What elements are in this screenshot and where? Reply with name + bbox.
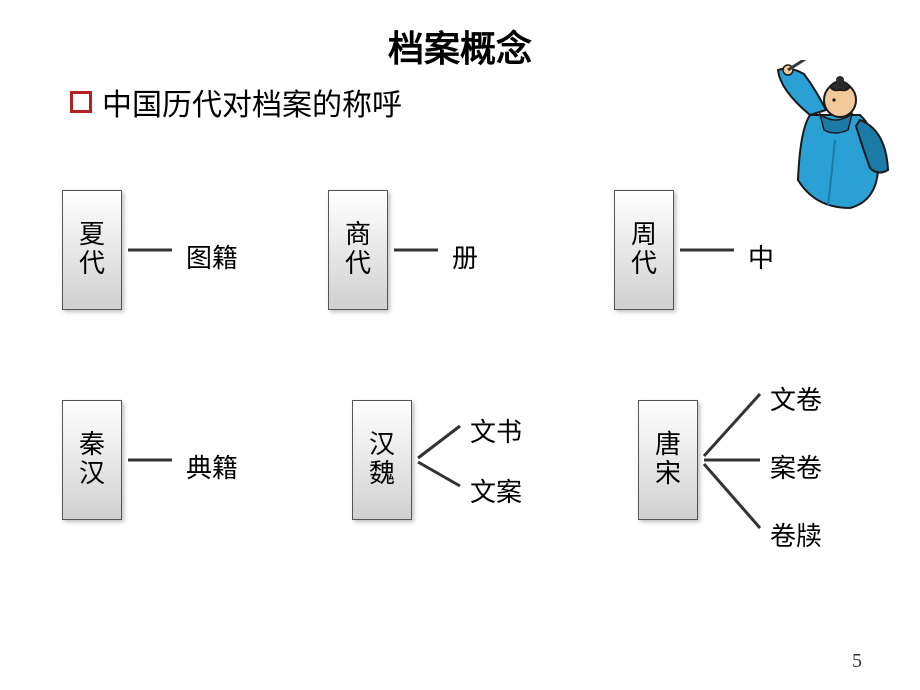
term-tangsong-2: 卷牍 — [770, 516, 822, 553]
term-zhou-0: 中 — [748, 238, 774, 275]
bullet-row: 中国历代对档案的称呼 — [70, 80, 402, 124]
term-tangsong-1: 案卷 — [770, 448, 822, 485]
dynasty-box-zhou: 周代 — [614, 190, 674, 310]
page-number: 5 — [852, 650, 862, 673]
scholar-figure-icon — [770, 60, 900, 215]
term-tangsong-0: 文卷 — [770, 380, 822, 417]
term-hanwei-0: 文书 — [470, 412, 522, 449]
dynasty-box-hanwei: 汉魏 — [352, 400, 412, 520]
dynasty-box-qinhan: 秦汉 — [62, 400, 122, 520]
dynasty-box-shang: 商代 — [328, 190, 388, 310]
dynasty-box-tangsong: 唐宋 — [638, 400, 698, 520]
term-xia-0: 图籍 — [186, 238, 238, 275]
term-hanwei-1: 文案 — [470, 472, 522, 509]
term-shang-0: 册 — [452, 238, 478, 275]
bullet-square-icon — [70, 91, 92, 113]
dynasty-box-xia: 夏代 — [62, 190, 122, 310]
term-qinhan-0: 典籍 — [186, 448, 238, 485]
bullet-text: 中国历代对档案的称呼 — [102, 80, 402, 124]
slide-title: 档案概念 — [388, 20, 532, 72]
